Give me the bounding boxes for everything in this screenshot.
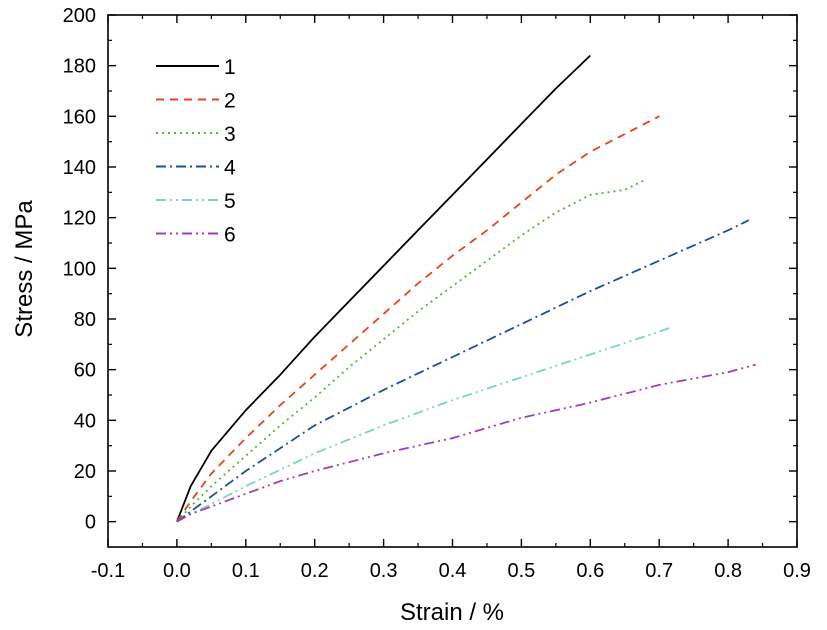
legend-label-2: 2 xyxy=(224,90,236,113)
x-tick-label: 0.3 xyxy=(370,560,398,582)
y-tick-label: 20 xyxy=(74,461,96,483)
series-line-3 xyxy=(176,178,646,523)
y-tick-label: 60 xyxy=(74,360,96,382)
y-axis-title: Stress / MPa xyxy=(11,200,38,338)
plot-frame xyxy=(107,14,798,548)
series-line-5 xyxy=(176,325,674,523)
y-tick-label: 140 xyxy=(63,157,96,179)
y-tick-label: 200 xyxy=(63,5,96,27)
series-line-2 xyxy=(176,115,660,523)
x-tick-label: 0.1 xyxy=(232,560,260,582)
x-tick-label: 0.2 xyxy=(301,560,329,582)
x-tick-label: 0.8 xyxy=(714,560,742,582)
legend-label-5: 5 xyxy=(224,190,236,213)
x-tick-label: 0.5 xyxy=(507,560,535,582)
x-axis-title: Strain / % xyxy=(400,599,504,626)
x-tick-label: 0.0 xyxy=(163,560,191,582)
legend-label-3: 3 xyxy=(224,123,236,146)
series-line-6 xyxy=(176,363,756,523)
y-tick-label: 120 xyxy=(63,208,96,230)
legend-label-4: 4 xyxy=(224,157,236,180)
x-tick-label: 0.7 xyxy=(645,560,673,582)
series-line-4 xyxy=(176,219,750,523)
legend-label-6: 6 xyxy=(224,224,236,247)
y-tick-label: 100 xyxy=(63,258,96,280)
y-tick-label: 0 xyxy=(85,512,96,534)
series-line-1 xyxy=(176,54,591,523)
x-tick-label: 0.9 xyxy=(783,560,811,582)
y-tick-label: 80 xyxy=(74,309,96,331)
legend-label-1: 1 xyxy=(224,56,236,79)
x-tick-label: -0.1 xyxy=(91,560,125,582)
x-tick-label: 0.6 xyxy=(576,560,604,582)
y-tick-label: 40 xyxy=(74,410,96,432)
y-tick-label: 180 xyxy=(63,56,96,78)
y-tick-label: 160 xyxy=(63,106,96,128)
x-tick-label: 0.4 xyxy=(439,560,467,582)
